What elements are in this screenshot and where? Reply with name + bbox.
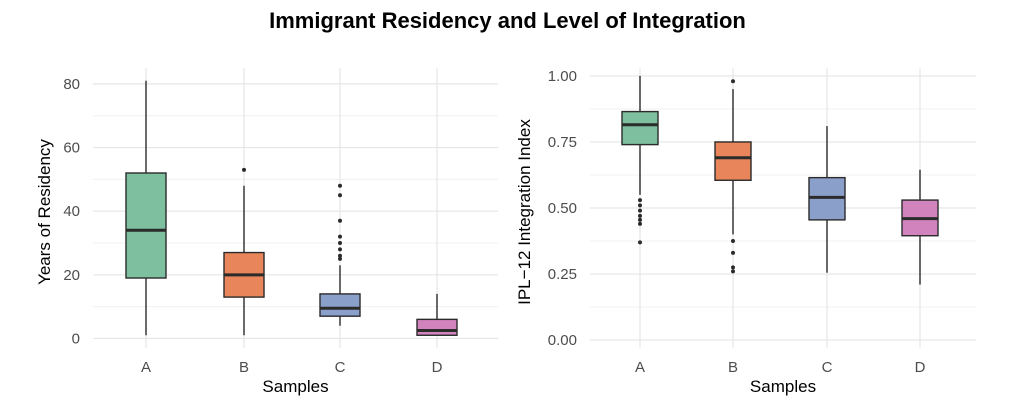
outlier-point <box>731 239 735 244</box>
y-tick-label: 0.00 <box>548 332 577 349</box>
outlier-point <box>338 234 342 239</box>
outlier-point <box>638 203 642 208</box>
outlier-point <box>338 241 342 245</box>
x-tick-label-C: C <box>822 359 833 376</box>
x-tick-label-C: C <box>335 359 346 376</box>
outlier-point <box>638 221 642 226</box>
chart-panel-1: 0 20 40 60 80 A B C D Samples Years of Residency <box>35 68 498 396</box>
x-tick-label-B: B <box>239 359 249 376</box>
x-tick-label-D: D <box>432 359 443 376</box>
outlier-point <box>338 247 342 252</box>
y-tick-label: 40 <box>63 203 80 220</box>
outlier-point <box>731 265 735 270</box>
outlier-point <box>731 269 735 274</box>
outlier-point <box>638 208 642 213</box>
outlier-point <box>638 213 642 218</box>
x-tick-label-D: D <box>915 359 926 376</box>
x-tick-label-B: B <box>728 359 738 376</box>
x-axis-label: Samples <box>750 377 816 396</box>
box-C <box>319 293 361 317</box>
box-B <box>714 141 752 181</box>
outlier-point <box>338 193 342 198</box>
box-A <box>621 110 659 146</box>
outlier-point <box>638 217 642 222</box>
outlier-point <box>338 183 342 188</box>
outlier-point <box>638 240 642 245</box>
x-axis-label: Samples <box>262 377 328 396</box>
outlier-point <box>731 79 735 84</box>
outlier-point <box>338 256 342 261</box>
y-tick-label: 0.25 <box>548 266 577 283</box>
y-tick-label: 60 <box>63 140 80 157</box>
y-tick-label: 0.75 <box>548 134 577 151</box>
chart-panel-2: 0.00 0.25 0.50 0.75 1.00 A B C D Samples IPL−12 In… <box>515 68 976 396</box>
y-tick-label: 80 <box>63 76 80 93</box>
outlier-point <box>242 167 246 172</box>
box-A <box>125 172 167 279</box>
y-tick-label: 0.50 <box>548 200 577 217</box>
outlier-point <box>338 253 342 258</box>
x-tick-label-A: A <box>635 359 645 376</box>
y-tick-label: 1.00 <box>548 68 577 85</box>
box-D <box>416 318 458 336</box>
y-axis-label: IPL−12 Integration Index <box>515 119 534 305</box>
outlier-point <box>338 218 342 223</box>
y-axis-label: Years of Residency <box>35 139 54 285</box>
figure-title: Immigrant Residency and Level of Integra… <box>269 8 746 33</box>
y-tick-label: 0 <box>72 330 80 347</box>
outlier-point <box>731 250 735 255</box>
x-tick-label-A: A <box>141 359 151 376</box>
y-tick-label: 20 <box>63 267 80 284</box>
outlier-point <box>638 198 642 203</box>
